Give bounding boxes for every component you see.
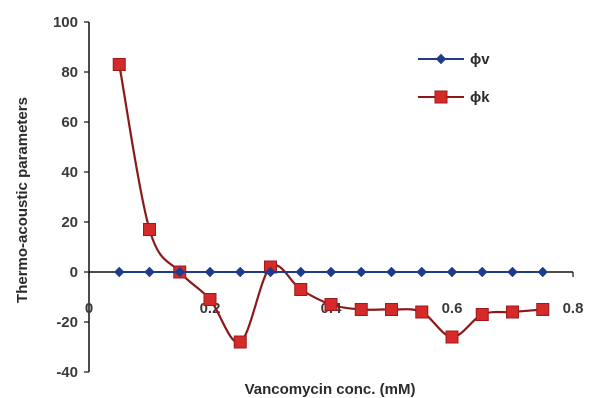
legend-item: ϕk xyxy=(418,89,490,106)
data-point xyxy=(265,266,276,278)
data-point xyxy=(144,266,155,278)
data-point xyxy=(354,303,368,316)
y-tick-label: -20 xyxy=(56,314,78,331)
x-axis-label: Vancomycin conc. (mM) xyxy=(245,381,416,398)
data-point xyxy=(536,303,550,316)
data-point xyxy=(174,266,185,278)
y-tick-label: 100 xyxy=(53,14,78,31)
y-tick-label: 40 xyxy=(61,164,78,181)
data-point xyxy=(356,266,367,278)
data-point xyxy=(385,303,398,316)
data-point xyxy=(477,266,488,278)
series-layer xyxy=(112,58,550,349)
data-point xyxy=(415,305,429,319)
data-point xyxy=(112,58,126,71)
axes xyxy=(88,22,573,372)
legend-label: ϕv xyxy=(470,51,490,68)
series-phi-k xyxy=(112,58,550,349)
data-point xyxy=(294,283,308,296)
legend-label: ϕk xyxy=(470,89,490,106)
x-tick-label: 0 xyxy=(85,300,93,317)
data-point xyxy=(143,223,156,236)
legend-marker xyxy=(434,90,448,104)
data-point xyxy=(114,266,125,278)
y-tick-label: 0 xyxy=(70,264,78,281)
legend-item: ϕv xyxy=(418,51,490,68)
data-point xyxy=(295,266,306,278)
data-point xyxy=(446,266,458,278)
legend-marker xyxy=(435,53,447,65)
series-phi-v xyxy=(114,266,548,278)
y-tick-label: -40 xyxy=(56,364,78,381)
y-tick-label: 60 xyxy=(61,114,78,131)
data-point xyxy=(475,308,489,321)
y-tick-label: 20 xyxy=(61,214,78,231)
data-point xyxy=(235,266,246,278)
data-point xyxy=(416,266,427,278)
data-point xyxy=(203,293,217,306)
data-point xyxy=(506,305,519,319)
data-point xyxy=(325,266,337,278)
x-tick-label: 0.8 xyxy=(563,300,584,317)
data-point xyxy=(445,330,459,344)
data-point xyxy=(507,266,518,278)
legend: ϕv ϕk xyxy=(418,51,490,106)
x-tick-label: 0.6 xyxy=(442,300,463,317)
data-point xyxy=(386,266,397,278)
data-point xyxy=(233,335,247,349)
data-point xyxy=(324,298,338,311)
data-point xyxy=(204,266,216,278)
y-axis-label: Thermo-acoustic parameters xyxy=(14,97,31,303)
data-point xyxy=(537,266,548,278)
y-tick-label: 80 xyxy=(61,64,78,81)
y-tick-labels: -40 -20 0 20 40 60 80 100 xyxy=(53,14,89,381)
